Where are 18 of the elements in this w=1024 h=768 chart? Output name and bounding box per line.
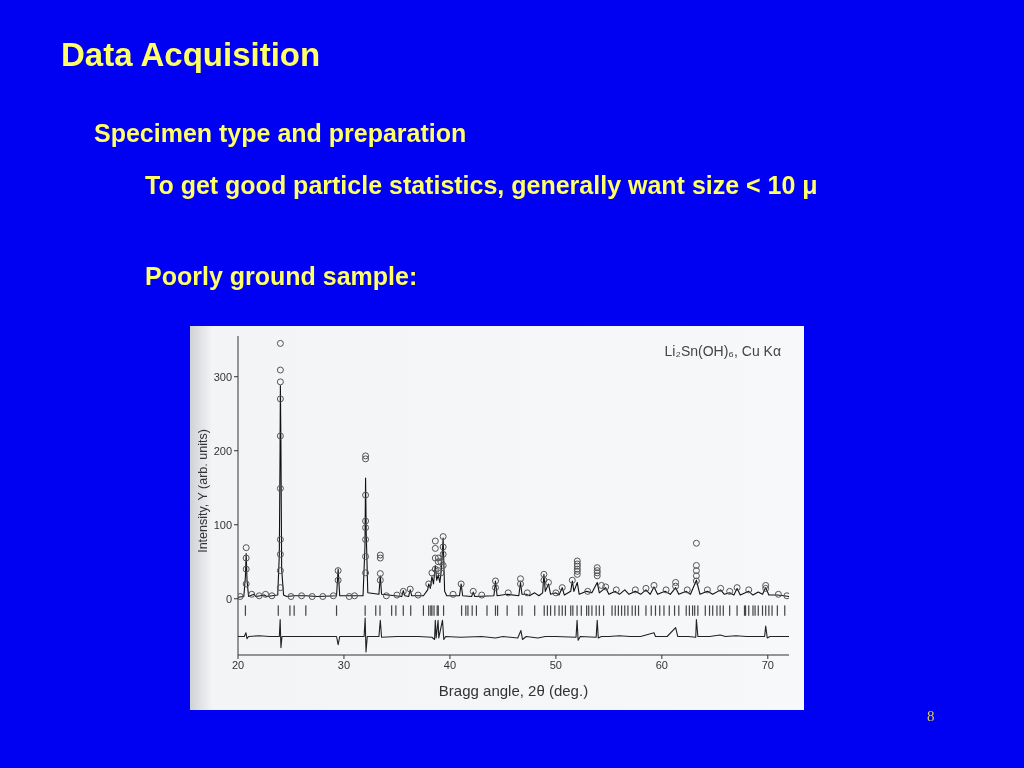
x-tick-label: 50 [549,658,563,671]
x-tick-label: 60 [655,658,668,671]
text: Poorly ground sample: [145,262,418,291]
annotation: Li₂Sn(OH)₆, Cu Kα [664,343,781,359]
x-tick-label: 70 [761,658,774,671]
chart-title: Data Acquisition [61,36,321,74]
y-tick-label: 200 [213,444,232,457]
x-tick-label: 40 [443,658,457,671]
x-tick-label: 30 [337,658,351,671]
chart-subtitle: Specimen type and preparation [94,119,467,148]
x-tick-label: 20 [231,658,245,671]
y-tick-label: 0 [225,592,232,605]
y-tick-label: 100 [213,518,232,531]
y-tick-label: 300 [213,370,232,383]
y-axis-title: Intensity, Y (arb. units) [196,428,211,555]
text: To get good particle statistics, generally want size < 10 μ [145,171,818,200]
x-axis-title: Bragg angle, 2θ (deg.) [437,682,590,699]
text: 8 [927,708,935,725]
